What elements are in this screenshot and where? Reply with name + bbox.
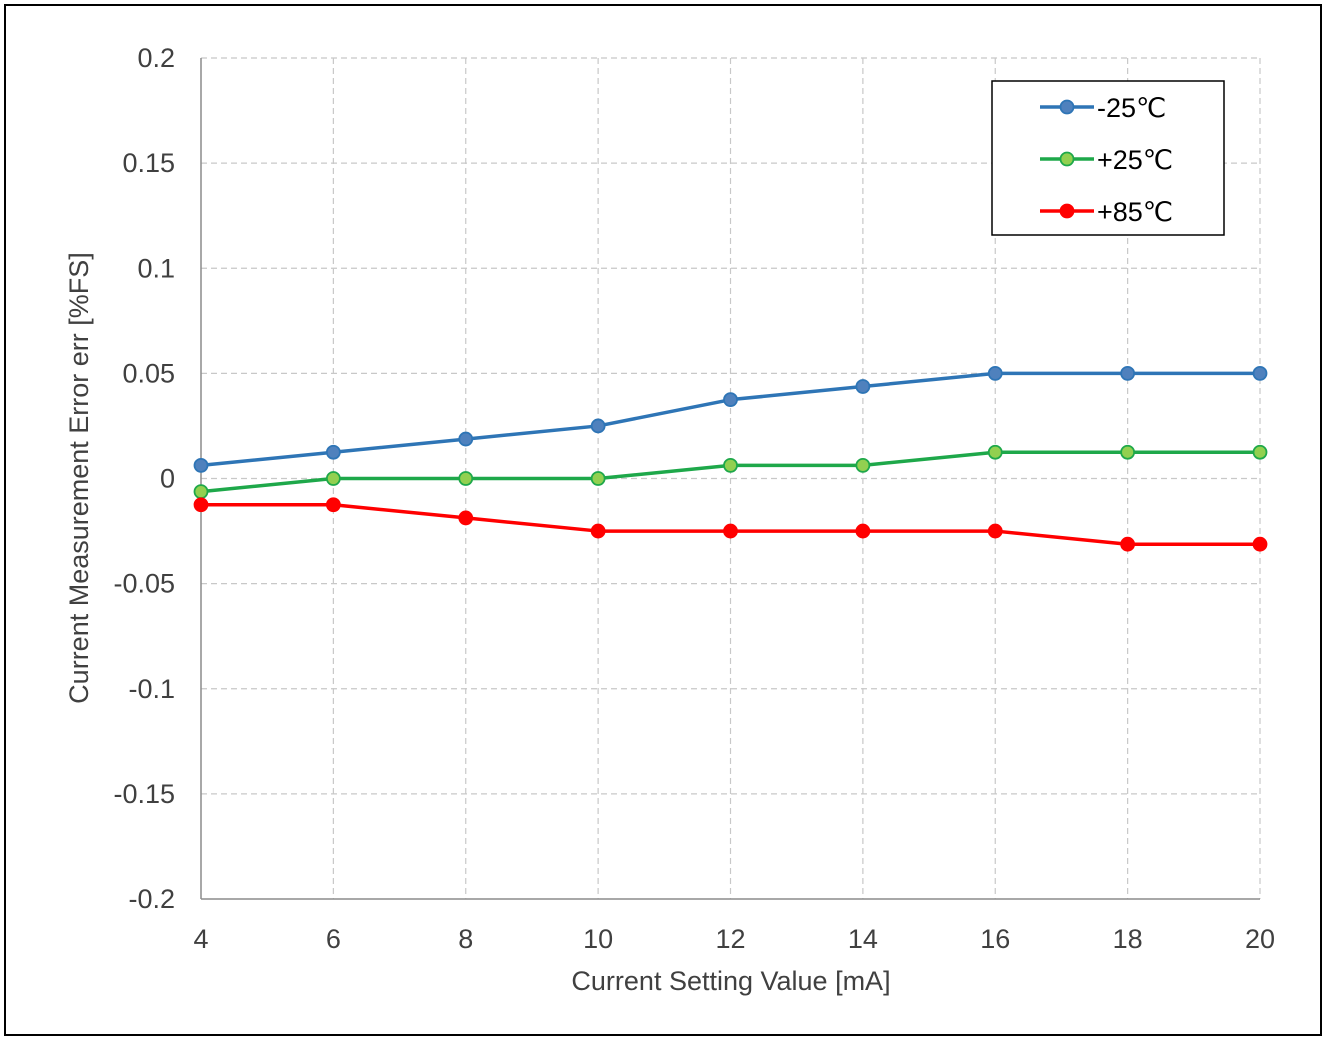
data-point	[1120, 365, 1136, 381]
data-point	[590, 471, 606, 486]
legend-label: +25℃	[1097, 145, 1173, 175]
data-point	[1252, 536, 1268, 552]
data-point	[458, 510, 474, 526]
legend-label: -25℃	[1097, 93, 1166, 123]
data-point	[723, 523, 738, 539]
x-axis-title: Current Setting Value [mA]	[571, 966, 890, 996]
y-tick-label: 0.15	[122, 148, 175, 178]
legend-marker	[1059, 99, 1075, 115]
data-point	[325, 444, 341, 460]
x-tick-label: 10	[583, 924, 613, 954]
series-2	[193, 444, 1268, 500]
data-point	[855, 523, 871, 539]
x-axis-tick-labels: 4 6 8 10 12 14 16 18 20	[193, 924, 1275, 954]
data-point	[458, 471, 474, 486]
data-point	[723, 392, 738, 408]
data-point	[723, 457, 738, 473]
legend-box	[991, 80, 1225, 236]
x-tick-label: 8	[458, 924, 473, 954]
data-point	[1252, 444, 1268, 460]
y-tick-label: 0.2	[137, 43, 175, 73]
y-tick-label: 0.05	[122, 358, 175, 388]
legend-marker	[1059, 151, 1075, 167]
data-point	[590, 523, 606, 539]
x-tick-label: 20	[1245, 924, 1275, 954]
y-axis-tick-labels: 0.2 0.15 0.1 0.05 0 -0.05 -0.1 -0.15 -0.2	[113, 43, 175, 914]
data-point	[193, 457, 209, 473]
x-tick-label: 16	[980, 924, 1010, 954]
x-tick-label: 14	[848, 924, 878, 954]
data-point	[855, 457, 871, 473]
data-point	[855, 379, 871, 394]
y-tick-label: 0.1	[137, 253, 175, 283]
series-lines	[193, 365, 1268, 552]
legend-marker	[1059, 203, 1075, 219]
data-point	[1120, 444, 1136, 460]
legend-label: +85℃	[1097, 197, 1173, 227]
data-point	[987, 365, 1003, 381]
legend-entry: +25℃	[1040, 145, 1173, 175]
data-point	[1120, 536, 1136, 552]
y-axis-title: Current Measurement Error err [%FS]	[64, 252, 94, 704]
y-tick-label: 0	[160, 464, 175, 494]
x-tick-label: 18	[1113, 924, 1143, 954]
data-point	[325, 471, 341, 486]
legend-entry: +85℃	[1040, 197, 1173, 227]
data-point	[987, 444, 1003, 460]
x-tick-label: 4	[193, 924, 208, 954]
data-point	[325, 497, 341, 513]
legend: -25℃ +25℃ +85℃	[991, 80, 1225, 236]
data-point	[458, 431, 474, 447]
x-tick-label: 6	[326, 924, 341, 954]
data-point	[193, 484, 209, 500]
legend-entry: -25℃	[1040, 93, 1166, 123]
data-point	[987, 523, 1003, 539]
series-3	[193, 497, 1268, 552]
data-point	[590, 418, 606, 434]
data-point	[1252, 365, 1268, 381]
plot-area-border	[200, 58, 1260, 900]
y-tick-label: -0.15	[113, 779, 175, 809]
y-tick-label: -0.05	[113, 569, 175, 599]
x-tick-label: 12	[715, 924, 745, 954]
y-tick-label: -0.1	[128, 674, 175, 704]
data-point	[193, 497, 209, 513]
y-tick-label: -0.2	[128, 884, 175, 914]
series-1	[193, 365, 1268, 473]
